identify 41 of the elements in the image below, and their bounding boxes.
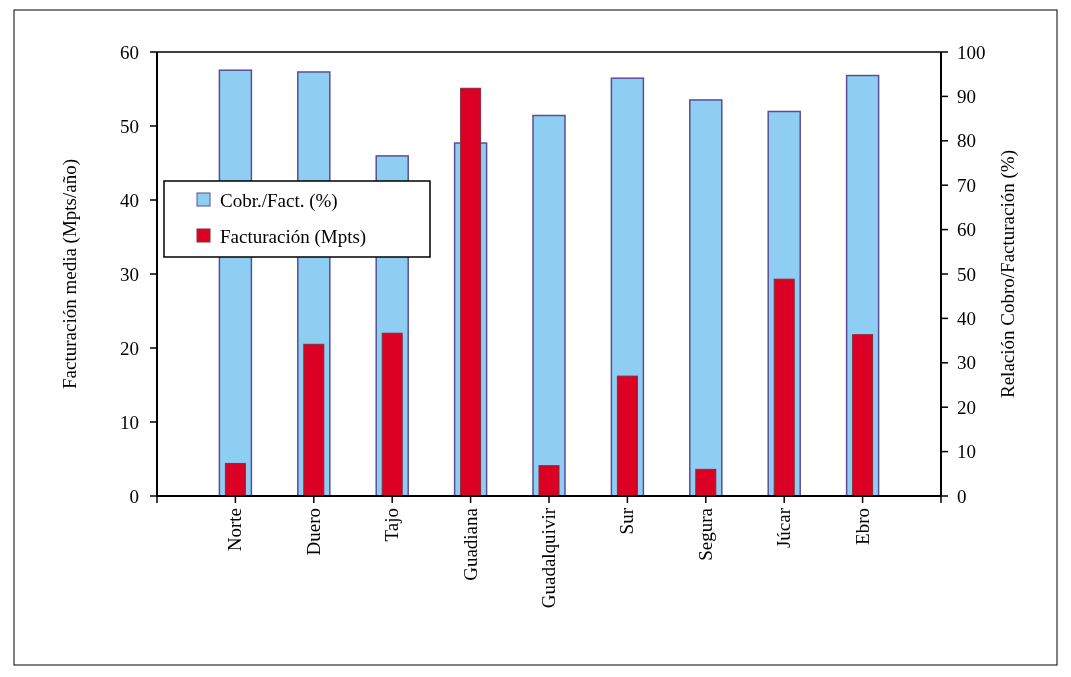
y2-tick-label: 100 (957, 41, 986, 63)
y-tick-label: 10 (120, 411, 139, 433)
x-tick-label: Sur (616, 507, 638, 535)
bar (532, 114, 566, 497)
legend-label: Facturación (Mpts) (220, 225, 367, 248)
y2-axis-title: Relación Cobro/Facturación (%) (997, 150, 1019, 398)
bar (303, 343, 325, 497)
y2-tick-label: 0 (957, 485, 967, 507)
bar (616, 375, 638, 497)
x-tick-label: Segura (694, 507, 716, 561)
x-tick-label: Ebro (851, 508, 873, 545)
bar (538, 465, 560, 497)
y2-tick-label: 40 (957, 308, 976, 330)
y-tick-label: 50 (120, 115, 139, 137)
y2-tick-label: 70 (957, 174, 976, 196)
y-axis-title: Facturación media (Mpts/año) (59, 158, 81, 390)
y2-tick-label: 10 (957, 441, 976, 463)
y2-tick-label: 60 (957, 219, 976, 241)
y2-tick-label: 20 (957, 396, 976, 418)
bar (773, 278, 795, 497)
x-tick-label: Guadiana (459, 507, 481, 581)
y-tick-label: 30 (120, 263, 139, 285)
x-tick-label: Júcar (773, 507, 795, 549)
bar (381, 332, 403, 497)
x-tick-label: Norte (224, 508, 246, 552)
legend-label: Cobr./Fact. (%) (220, 189, 338, 212)
bar (689, 99, 723, 497)
y2-tick-label: 30 (957, 352, 976, 374)
bar (695, 468, 717, 497)
x-tick-label: Duero (302, 508, 324, 556)
y-tick-label: 40 (120, 189, 139, 211)
x-tick-label: Tajo (381, 508, 403, 542)
y-tick-label: 60 (120, 41, 139, 63)
y2-tick-label: 90 (957, 86, 976, 108)
y2-tick-label: 50 (957, 263, 976, 285)
bar (224, 462, 246, 497)
x-tick-label: Guadalquivir (538, 507, 559, 609)
y-tick-label: 20 (120, 337, 139, 359)
bar (852, 334, 874, 497)
y-tick-label: 0 (129, 485, 139, 507)
y2-tick-label: 80 (957, 130, 976, 152)
